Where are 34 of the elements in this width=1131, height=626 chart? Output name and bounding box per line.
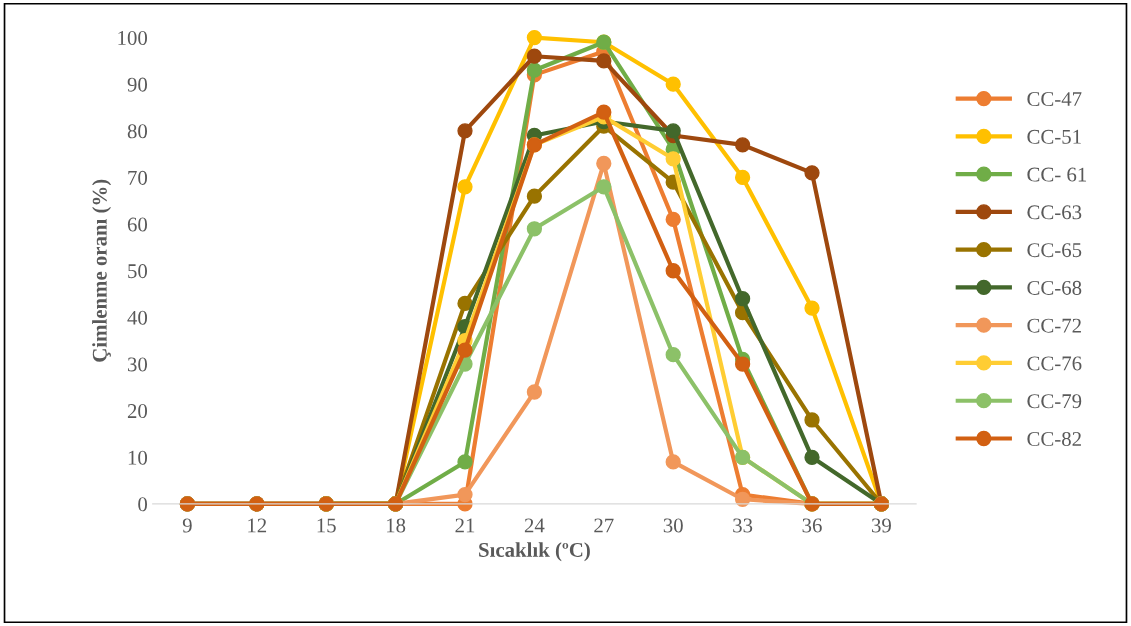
legend-label: CC-76	[1027, 356, 1082, 371]
legend-label: CC-51	[1027, 129, 1081, 144]
legend-label: CC-63	[1027, 205, 1082, 220]
x-tick-label: 15	[317, 518, 336, 533]
y-tick-label: 90	[127, 77, 148, 92]
x-tick-label: 18	[387, 518, 406, 533]
y-tick-label: 80	[127, 124, 148, 139]
x-tick-label: 12	[248, 518, 267, 533]
x-tick-label: 9	[182, 518, 192, 533]
y-tick-label: 70	[128, 170, 148, 185]
x-tick-label: 30	[663, 518, 683, 533]
y-tick-label: 60	[127, 217, 148, 232]
legend-label: CC-47	[1027, 92, 1082, 107]
x-axis-title: Sıcaklık (ºC)	[479, 542, 590, 562]
legend-label: CC-65	[1027, 243, 1082, 258]
x-tick-label: 27	[594, 518, 614, 533]
y-tick-label: 40	[127, 310, 148, 325]
legend-label: CC-79	[1027, 394, 1082, 409]
legend-label: CC-82	[1027, 431, 1081, 446]
y-tick-label: 20	[127, 404, 148, 419]
x-tick-label: 24	[524, 518, 545, 533]
legend-label: CC-72	[1027, 318, 1081, 333]
y-tick-label: 100	[118, 30, 148, 45]
x-tick-label: 21	[455, 518, 475, 533]
x-tick-label: 33	[733, 518, 753, 533]
y-tick-label: 30	[127, 357, 148, 372]
legend-label: CC-68	[1027, 280, 1082, 295]
x-tick-label: 39	[871, 518, 891, 533]
y-tick-label: 0	[138, 497, 148, 512]
y-tick-label: 50	[128, 264, 148, 279]
y-axis-title: Çimlenme oranı (%)	[92, 179, 112, 362]
legend-label: CC- 61	[1027, 167, 1087, 182]
x-tick-label: 36	[802, 518, 822, 533]
y-tick-label: 10	[128, 450, 148, 465]
